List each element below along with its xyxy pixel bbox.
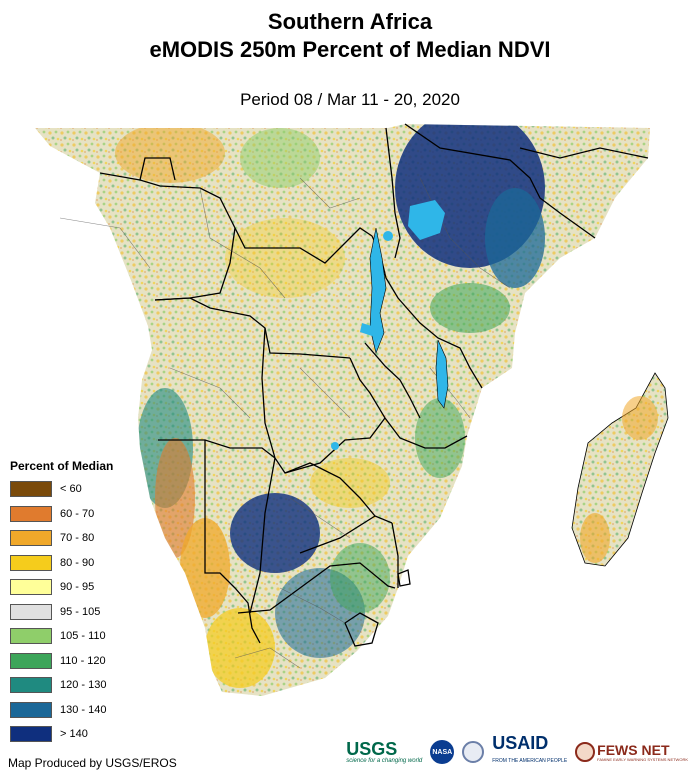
legend-row: 105 - 110 [10, 624, 130, 649]
legend-row: < 60 [10, 477, 130, 502]
logo-strip: USGS science for a changing world NASA U… [346, 734, 688, 770]
lake-mweru [360, 323, 378, 336]
lake-tanganyika [369, 227, 387, 354]
ndvi-map [35, 123, 669, 696]
fews-net-icon [575, 742, 596, 762]
legend-label: 60 - 70 [60, 507, 95, 520]
lake-victoria [408, 200, 445, 240]
government-seal-icon [462, 741, 485, 763]
lake-kariba [331, 442, 339, 450]
legend-row: 60 - 70 [10, 502, 130, 527]
legend-swatch [10, 505, 52, 522]
usaid-text: USAID [492, 733, 549, 753]
legend-label: 130 - 140 [60, 703, 107, 716]
legend-row: > 140 [10, 722, 130, 747]
legend-swatch [10, 677, 52, 694]
legend-label: 110 - 120 [60, 654, 106, 667]
legend-row: 120 - 130 [10, 673, 130, 698]
legend-title: Percent of Median [10, 459, 114, 473]
legend-label: > 140 [60, 728, 88, 741]
period-label: Period 08 / Mar 11 - 20, 2020 [240, 90, 460, 109]
usaid-logo: USAID FROM THE AMERICAN PEOPLE [492, 734, 567, 770]
madagascar-anomaly-north [622, 396, 658, 440]
usaid-tagline: FROM THE AMERICAN PEOPLE [492, 758, 568, 764]
madagascar-anomaly-south [580, 513, 610, 563]
map-credit: Map Produced by USGS/EROS [8, 756, 177, 770]
legend: Percent of Median < 60 60 - 70 70 - 80 80 -… [6, 455, 134, 753]
legend-swatch [10, 701, 52, 718]
legend-label: 105 - 110 [60, 630, 106, 643]
title-line-2: eMODIS 250m Percent of Median NDVI [149, 37, 551, 62]
legend-row: 80 - 90 [10, 551, 130, 576]
eswatini-outline [397, 569, 411, 587]
legend-swatch [10, 530, 52, 547]
legend-label: 90 - 95 [60, 581, 95, 594]
legend-row: 130 - 140 [10, 698, 130, 723]
legend-swatch [10, 579, 52, 596]
fews-net-text: FEWS NET [597, 741, 670, 758]
nasa-logo: NASA [430, 740, 455, 764]
legend-label: 95 - 105 [60, 605, 101, 618]
legend-label: 80 - 90 [60, 556, 95, 569]
legend-row: 70 - 80 [10, 526, 130, 551]
fews-net-logo: FEWS NET FAMINE EARLY WARNING SYSTEMS NE… [575, 742, 688, 762]
water-bodies [331, 200, 449, 450]
map-title: Southern Africa eMODIS 250m Percent of M… [0, 8, 700, 64]
legend-swatch [10, 481, 52, 498]
legend-rows: < 60 60 - 70 70 - 80 80 - 90 90 - 95 95 - 105… [10, 477, 130, 747]
legend-label: 120 - 130 [60, 679, 107, 692]
lake-kivu [383, 231, 393, 241]
legend-swatch [10, 652, 52, 669]
legend-row: 95 - 105 [10, 600, 130, 625]
lake-malawi [435, 339, 449, 409]
usgs-text: USGS [346, 739, 398, 759]
legend-label: 70 - 80 [60, 532, 95, 545]
fews-net-tagline: FAMINE EARLY WARNING SYSTEMS NETWORK [597, 756, 688, 762]
title-line-1: Southern Africa [267, 9, 433, 34]
legend-label: < 60 [60, 483, 82, 496]
legend-swatch [10, 726, 52, 743]
legend-swatch [10, 628, 52, 645]
usgs-tagline: science for a changing world [346, 758, 423, 764]
legend-row: 110 - 120 [10, 649, 130, 674]
legend-row: 90 - 95 [10, 575, 130, 600]
usgs-logo: USGS science for a changing world [346, 740, 422, 764]
lesotho-outline [344, 612, 379, 647]
legend-swatch [10, 554, 52, 571]
legend-swatch [10, 603, 52, 620]
